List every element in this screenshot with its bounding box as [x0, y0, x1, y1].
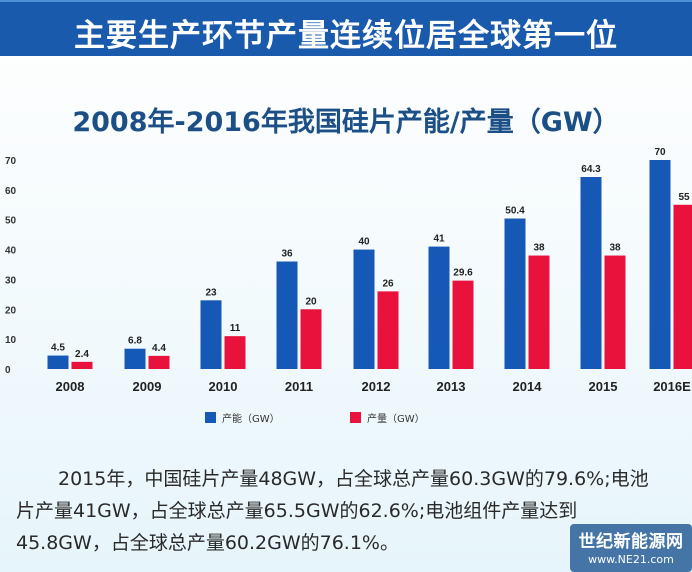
summary-line-2: 片产量41GW，占全球总产量65.5GW的62.6%;电池组件产量达到 — [16, 500, 578, 522]
y-tick-label: 30 — [5, 275, 17, 286]
x-tick-label: 2012 — [362, 379, 391, 394]
legend-swatch-capacity — [205, 412, 216, 423]
y-tick-label: 40 — [5, 246, 17, 257]
y-tick-label: 70 — [5, 156, 17, 167]
data-label-output-2010: 11 — [230, 323, 241, 334]
x-tick-label: 2011 — [285, 379, 313, 394]
data-label-capacity-2013: 41 — [433, 234, 445, 245]
bar-capacity-2016E — [649, 160, 671, 369]
data-label-capacity-2009: 6.8 — [128, 336, 142, 347]
data-label-output-2015: 38 — [609, 243, 621, 254]
bar-output-2008 — [71, 361, 93, 369]
x-tick-label: 2016E — [653, 379, 691, 394]
y-tick-label: 10 — [5, 335, 17, 346]
bar-capacity-2014 — [504, 218, 526, 369]
bar-output-2016E — [673, 204, 692, 369]
header-title: 主要生产环节产量连续位居全球第一位 — [74, 18, 618, 54]
x-axis: 2008 2009 2010 2011 2012 2013 2014 2015 2016E — [56, 379, 692, 394]
legend-label-capacity: 产能（GW） — [222, 414, 280, 425]
bar-output-2013 — [452, 280, 474, 369]
bar-capacity-2009 — [124, 348, 146, 369]
y-tick-label: 60 — [5, 186, 17, 197]
data-label-output-2013: 29.6 — [453, 268, 473, 279]
data-label-output-2009: 4.4 — [152, 343, 166, 354]
legend-label-output: 产量（GW） — [367, 414, 425, 425]
data-label-capacity-2012: 40 — [358, 237, 370, 248]
bar-capacity-2011 — [276, 261, 298, 369]
data-label-capacity-2008: 4.5 — [51, 343, 65, 354]
watermark-url: www.NE21.com — [588, 553, 674, 566]
bars: 4.5 2.4 6.8 4.4 23 11 36 20 40 26 41 29.6 50.4 38 64.3… — [47, 147, 692, 369]
data-label-capacity-2011: 36 — [281, 249, 293, 260]
summary-line-3: 45.8GW，占全球总产量60.2GW的76.1%。 — [16, 532, 399, 554]
y-tick-label: 50 — [5, 216, 17, 227]
summary-line-1: 2015年，中国硅片产量48GW，占全球总产量60.3GW的79.6%;电池 — [58, 468, 649, 490]
data-label-capacity-2010: 23 — [205, 287, 217, 298]
x-tick-label: 2013 — [437, 379, 466, 394]
bar-output-2014 — [528, 255, 550, 369]
x-tick-label: 2008 — [56, 379, 85, 394]
data-label-capacity-2016E: 70 — [654, 147, 666, 158]
data-label-output-2011: 20 — [305, 296, 317, 307]
data-label-capacity-2015: 64.3 — [581, 164, 601, 175]
legend-item-capacity: 产能（GW） — [205, 410, 280, 425]
chart-title: 2008年-2016年我国硅片产能/产量（GW） — [72, 107, 620, 138]
summary-text: 2015年，中国硅片产量48GW，占全球总产量60.3GW的79.6%;电池 片… — [16, 463, 692, 559]
y-axis: 0 10 20 30 40 50 60 70 — [5, 156, 17, 376]
bar-output-2009 — [148, 355, 170, 369]
bar-output-2010 — [224, 336, 246, 369]
legend-item-output: 产量（GW） — [350, 410, 425, 425]
data-label-output-2014: 38 — [533, 243, 545, 254]
data-label-output-2016E: 55 — [678, 192, 690, 203]
y-tick-label: 20 — [5, 305, 17, 316]
data-label-output-2012: 26 — [382, 278, 394, 289]
bar-capacity-2012 — [353, 249, 375, 369]
x-tick-label: 2014 — [513, 379, 543, 394]
bar-capacity-2015 — [580, 177, 602, 369]
watermark-logo: 世纪新能源网 www.NE21.com — [570, 524, 692, 572]
watermark-name: 世纪新能源网 — [578, 532, 684, 552]
x-tick-label: 2010 — [209, 379, 238, 394]
bar-output-2012 — [377, 291, 399, 369]
y-tick-label: 0 — [5, 365, 11, 376]
data-label-capacity-2014: 50.4 — [505, 206, 525, 217]
bar-chart: 0 10 20 30 40 50 60 70 4.5 2.4 6.8 4.4 23 11 36 20 40 26… — [5, 147, 692, 394]
bar-capacity-2008 — [47, 355, 69, 369]
data-label-output-2008: 2.4 — [75, 349, 89, 360]
bar-output-2011 — [300, 309, 322, 369]
bar-output-2015 — [604, 255, 626, 369]
x-tick-label: 2015 — [589, 379, 618, 394]
x-tick-label: 2009 — [133, 379, 162, 394]
bar-capacity-2013 — [428, 246, 450, 369]
legend-swatch-output — [350, 412, 361, 423]
header-banner: 主要生产环节产量连续位居全球第一位 — [0, 0, 692, 56]
bar-capacity-2010 — [200, 300, 222, 369]
